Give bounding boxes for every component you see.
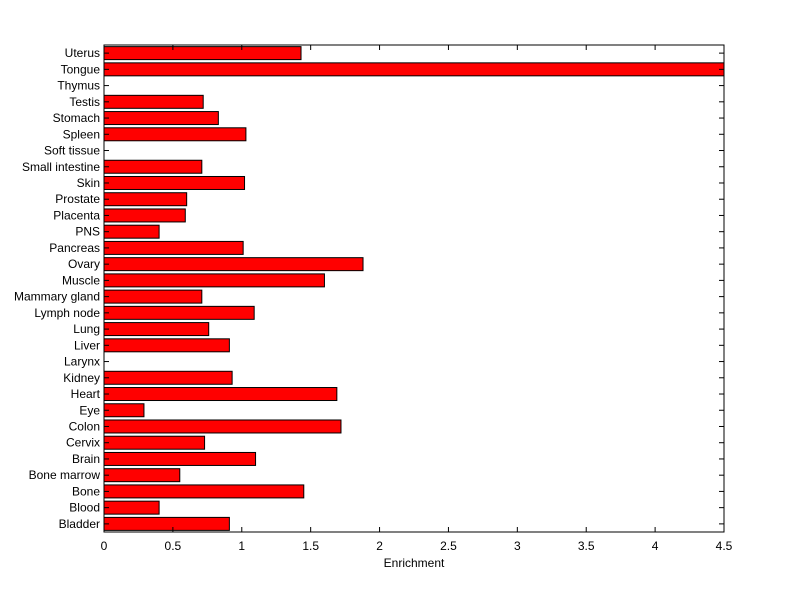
bar-eye: [103, 403, 145, 418]
y-tick-label-eye: Eye: [79, 403, 100, 417]
y-tick-label-small-intestine: Small intestine: [22, 160, 100, 174]
x-axis-label: Enrichment: [384, 556, 445, 570]
bar-cervix: [103, 435, 206, 450]
y-tick-label-muscle: Muscle: [62, 273, 100, 287]
x-tick-label: 4: [652, 539, 659, 553]
bars-group: [103, 46, 725, 531]
y-tick-label-prostate: Prostate: [55, 192, 100, 206]
x-tick-label: 2: [376, 539, 383, 553]
x-ticks-group: 0 0.5 1 1.5 2 2.5 3 3.5 4 4.5: [101, 45, 733, 553]
y-tick-label-spleen: Spleen: [63, 127, 100, 141]
y-tick-label-bladder: Bladder: [59, 517, 100, 531]
bar-brain: [103, 451, 257, 466]
y-tick-label-lymph-node: Lymph node: [34, 306, 100, 320]
bar-colon: [103, 419, 342, 434]
y-tick-label-bone-marrow: Bone marrow: [29, 468, 101, 482]
x-tick-label: 0: [101, 539, 108, 553]
bar-bone: [103, 484, 305, 499]
bar-pancreas: [103, 240, 244, 255]
x-tick-label: 2.5: [440, 539, 457, 553]
y-tick-label-heart: Heart: [71, 387, 101, 401]
y-tick-label-thymus: Thymus: [57, 79, 100, 93]
x-tick-label: 3: [514, 539, 521, 553]
bar-stomach: [103, 111, 219, 126]
y-tick-label-bone: Bone: [72, 484, 100, 498]
bar-tongue: [103, 62, 725, 77]
y-tick-label-tongue: Tongue: [61, 62, 101, 76]
bar-spleen: [103, 127, 247, 142]
x-tick-label: 3.5: [578, 539, 595, 553]
bar-skin: [103, 175, 246, 190]
bar-lung: [103, 322, 210, 337]
bar-kidney: [103, 370, 233, 385]
y-tick-label-liver: Liver: [74, 338, 100, 352]
y-tick-label-cervix: Cervix: [66, 436, 100, 450]
bar-pns: [103, 224, 160, 239]
x-tick-label: 0.5: [165, 539, 182, 553]
plot-area: [103, 44, 725, 533]
y-tick-label-uterus: Uterus: [65, 46, 100, 60]
y-tick-label-ovary: Ovary: [68, 257, 100, 271]
bar-small-intestine: [103, 159, 203, 174]
bar-heart: [103, 387, 338, 402]
bar-blood: [103, 500, 160, 515]
y-tick-label-blood: Blood: [69, 501, 100, 515]
y-tick-label-mammary-gland: Mammary gland: [14, 290, 100, 304]
y-tick-label-soft-tissue: Soft tissue: [44, 144, 100, 158]
bar-mammary-gland: [103, 289, 203, 304]
bar-ovary: [103, 257, 364, 272]
bar-liver: [103, 338, 230, 353]
bar-prostate: [103, 192, 188, 207]
y-tick-label-pancreas: Pancreas: [49, 241, 100, 255]
bar-bone-marrow: [103, 468, 181, 483]
y-ticks-group: Uterus Tongue Thymus Testis Stomach Spleen Sof…: [14, 46, 724, 531]
y-tick-label-stomach: Stomach: [53, 111, 100, 125]
y-tick-label-lung: Lung: [73, 322, 100, 336]
y-tick-label-brain: Brain: [72, 452, 100, 466]
x-tick-label: 1: [238, 539, 245, 553]
bar-placenta: [103, 208, 186, 223]
x-tick-label: 4.5: [716, 539, 733, 553]
bar-lymph-node: [103, 305, 255, 320]
y-tick-label-colon: Colon: [69, 419, 100, 433]
y-tick-label-pns: PNS: [75, 225, 100, 239]
y-tick-label-skin: Skin: [77, 176, 100, 190]
y-tick-label-kidney: Kidney: [63, 371, 100, 385]
y-tick-label-testis: Testis: [69, 95, 100, 109]
bar-bladder: [103, 516, 230, 531]
bar-muscle: [103, 273, 325, 288]
x-tick-label: 1.5: [302, 539, 319, 553]
y-tick-label-placenta: Placenta: [53, 208, 100, 222]
bar-testis: [103, 94, 204, 109]
y-tick-label-larynx: Larynx: [64, 355, 100, 369]
bar-uterus: [103, 46, 302, 61]
